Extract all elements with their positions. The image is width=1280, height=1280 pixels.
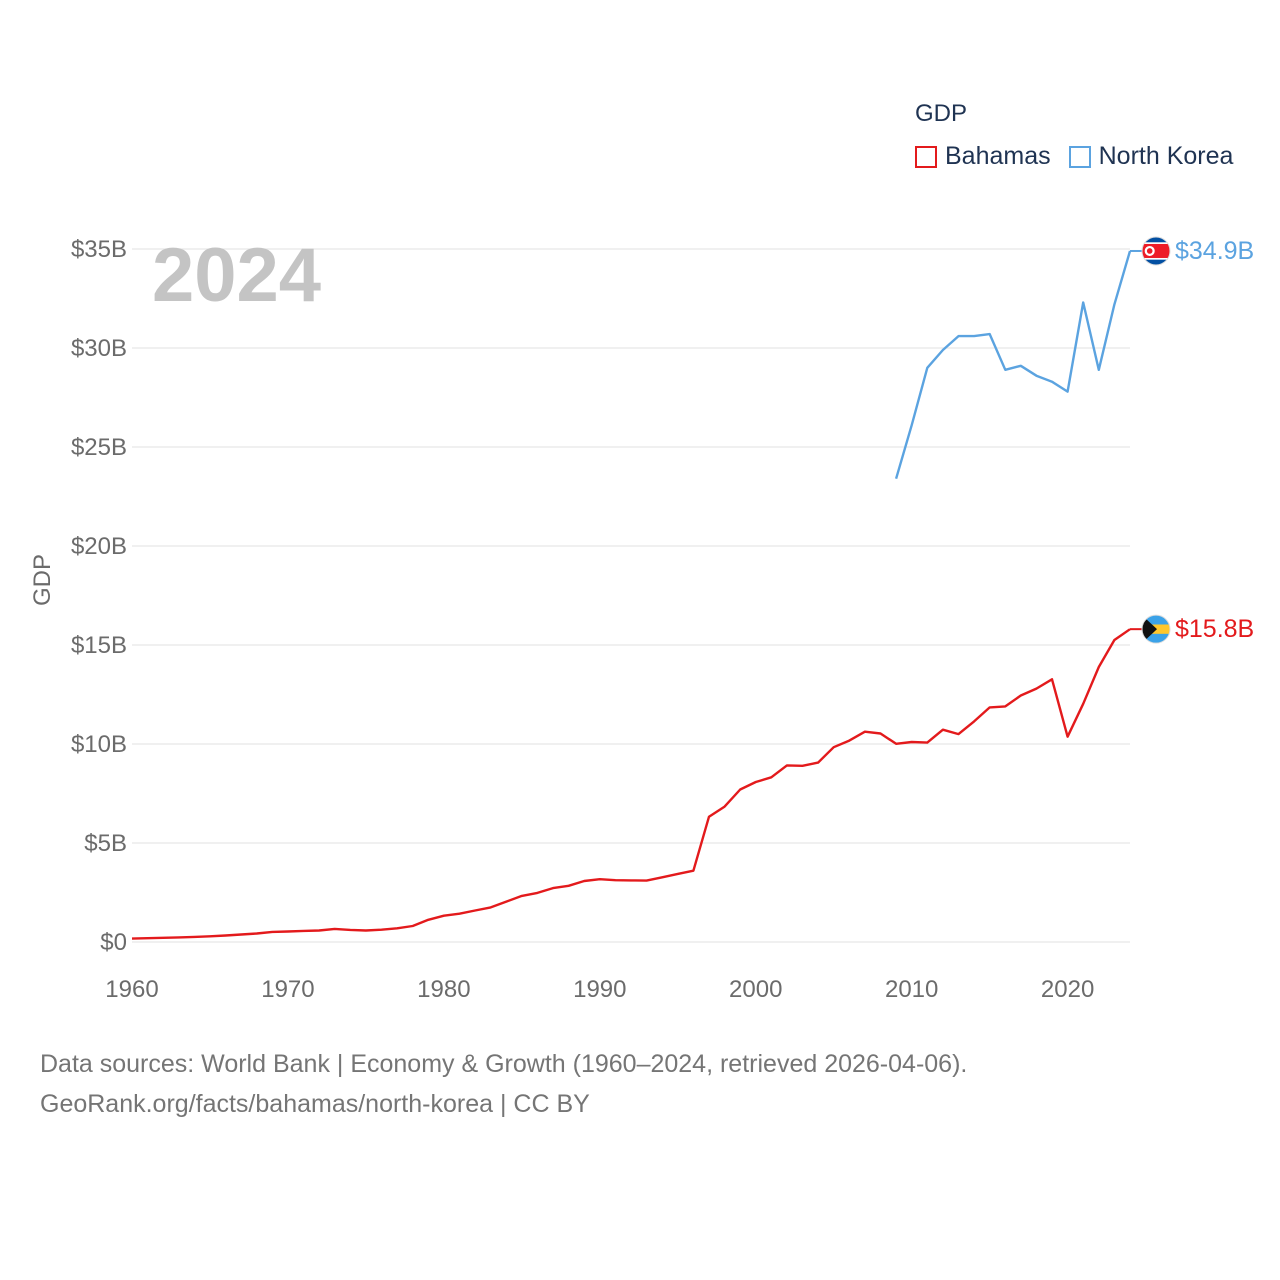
series-lines bbox=[131, 250, 1132, 940]
source-note: Data sources: World Bank | Economy & Gro… bbox=[40, 1044, 967, 1124]
series-end-labels: $15.8B $34.9B bbox=[1130, 236, 1254, 644]
legend-item-north-korea[interactable]: North Korea bbox=[1068, 142, 1234, 171]
legend-label-north-korea: North Korea bbox=[1098, 142, 1234, 170]
x-tick-label: 1960 bbox=[105, 976, 158, 1003]
x-tick-label: 2000 bbox=[729, 976, 782, 1003]
x-tick-label: 1990 bbox=[573, 976, 626, 1003]
y-axis-ticks: $0 $5B $10B $15B $20B $25B $30B $35B bbox=[71, 236, 127, 956]
y-axis-title: GDP bbox=[29, 554, 56, 606]
y-tick-label: $35B bbox=[71, 236, 127, 263]
source-line-2[interactable]: GeoRank.org/facts/bahamas/north-korea | … bbox=[40, 1090, 590, 1118]
legend-label-bahamas: Bahamas bbox=[945, 142, 1051, 170]
legend-title: GDP bbox=[915, 100, 968, 127]
x-tick-label: 2020 bbox=[1041, 976, 1094, 1003]
x-tick-label: 2010 bbox=[885, 976, 938, 1003]
y-tick-label: $10B bbox=[71, 731, 127, 758]
y-tick-label: $25B bbox=[71, 434, 127, 461]
legend-item-bahamas[interactable]: Bahamas bbox=[915, 142, 1051, 171]
legend: Bahamas North Korea bbox=[915, 142, 1251, 171]
series-line-north-korea bbox=[894, 250, 1132, 480]
series-line-bahamas bbox=[131, 628, 1131, 940]
y-tick-label: $30B bbox=[71, 335, 127, 362]
end-label-bahamas: $15.8B bbox=[1175, 615, 1254, 643]
y-tick-label: $20B bbox=[71, 533, 127, 560]
north-korea-flag-icon bbox=[1141, 236, 1171, 266]
gridlines bbox=[132, 248, 1130, 943]
legend-swatch-bahamas bbox=[915, 145, 937, 168]
x-tick-label: 1970 bbox=[261, 976, 314, 1003]
legend-swatch-north-korea bbox=[1068, 145, 1091, 168]
year-label: 2024 bbox=[152, 233, 321, 318]
y-tick-label: $15B bbox=[71, 632, 127, 659]
x-tick-label: 1980 bbox=[417, 976, 470, 1003]
end-label-north-korea: $34.9B bbox=[1175, 237, 1254, 265]
y-tick-label: $0 bbox=[100, 929, 127, 956]
x-axis-ticks: 1960 1970 1980 1990 2000 2010 2020 bbox=[105, 976, 1094, 1003]
bahamas-flag-icon bbox=[1141, 614, 1171, 644]
source-line-1: Data sources: World Bank | Economy & Gro… bbox=[40, 1050, 968, 1078]
y-tick-label: $5B bbox=[84, 830, 127, 857]
